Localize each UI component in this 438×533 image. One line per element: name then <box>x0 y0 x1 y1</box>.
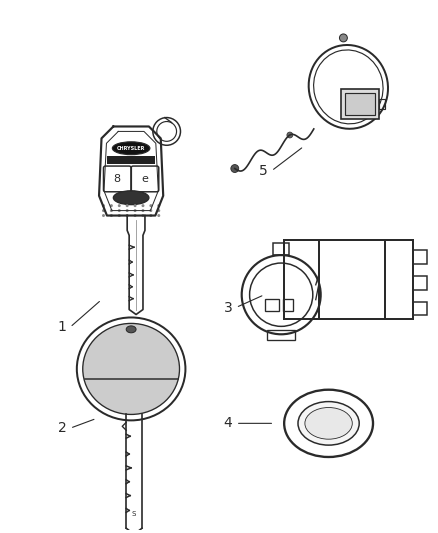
Text: 2: 2 <box>58 421 67 435</box>
Circle shape <box>110 209 113 212</box>
Circle shape <box>110 214 113 217</box>
Ellipse shape <box>113 142 150 155</box>
Circle shape <box>141 209 145 212</box>
Text: CHRYSLER: CHRYSLER <box>117 146 145 151</box>
Ellipse shape <box>126 326 136 333</box>
Text: S: S <box>132 511 136 518</box>
Circle shape <box>149 214 152 217</box>
Bar <box>413 250 427 264</box>
Circle shape <box>134 209 137 212</box>
Bar <box>283 298 293 311</box>
Bar <box>319 240 413 319</box>
Circle shape <box>126 214 129 217</box>
Circle shape <box>141 204 145 207</box>
Text: 5: 5 <box>259 164 268 178</box>
Circle shape <box>231 165 239 173</box>
Circle shape <box>157 214 160 217</box>
Circle shape <box>126 204 129 207</box>
Bar <box>273 243 289 255</box>
Bar <box>413 302 427 316</box>
Circle shape <box>118 204 121 207</box>
Bar <box>346 93 375 115</box>
Ellipse shape <box>298 401 359 445</box>
Ellipse shape <box>83 324 180 415</box>
Ellipse shape <box>113 191 149 205</box>
Bar <box>413 276 427 290</box>
Circle shape <box>157 209 160 212</box>
Circle shape <box>110 204 113 207</box>
Bar <box>284 240 385 319</box>
Bar <box>342 89 379 118</box>
Circle shape <box>149 209 152 212</box>
Circle shape <box>141 214 145 217</box>
Text: e: e <box>141 174 148 184</box>
Bar <box>265 298 279 311</box>
Bar <box>267 330 295 340</box>
Text: 4: 4 <box>223 416 232 430</box>
Ellipse shape <box>305 408 352 439</box>
Circle shape <box>118 209 121 212</box>
Bar <box>379 99 385 109</box>
Circle shape <box>157 204 160 207</box>
Circle shape <box>134 204 137 207</box>
Circle shape <box>102 214 105 217</box>
Circle shape <box>339 34 347 42</box>
FancyBboxPatch shape <box>107 156 155 164</box>
Text: 8: 8 <box>114 174 121 184</box>
Circle shape <box>126 209 129 212</box>
Circle shape <box>102 209 105 212</box>
Circle shape <box>287 132 293 138</box>
Circle shape <box>118 214 121 217</box>
Text: 3: 3 <box>223 301 232 314</box>
Circle shape <box>102 204 105 207</box>
Circle shape <box>134 214 137 217</box>
Text: 1: 1 <box>57 320 67 334</box>
Circle shape <box>149 204 152 207</box>
